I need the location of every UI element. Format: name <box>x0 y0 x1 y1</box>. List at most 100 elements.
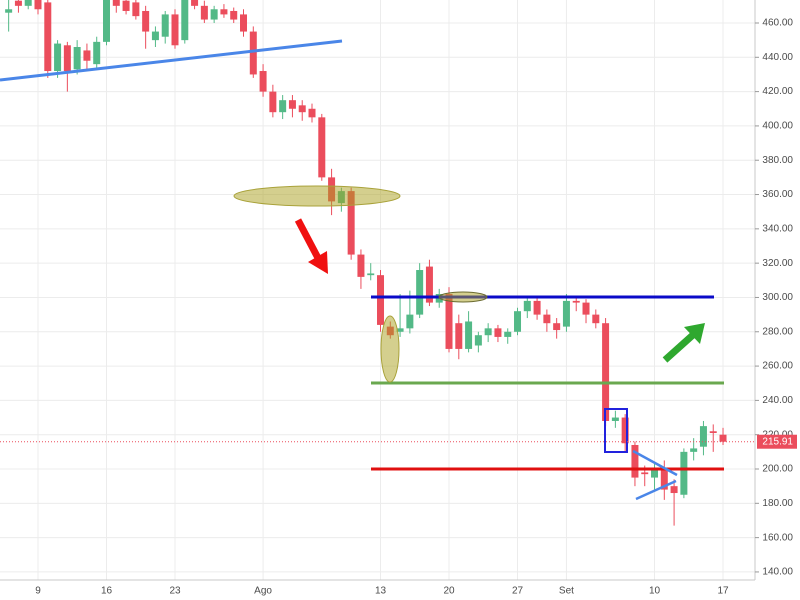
candles <box>5 0 727 526</box>
candle-body <box>357 254 365 277</box>
candle-body <box>465 321 473 349</box>
candle-body <box>611 417 619 421</box>
candle-body <box>181 0 189 41</box>
candle-body <box>533 300 541 315</box>
candle-body <box>103 0 111 42</box>
y-tick-label: 340.00 <box>762 223 793 234</box>
candle-body <box>44 2 52 72</box>
y-tick-label: 260.00 <box>762 361 793 372</box>
last-price-box <box>757 434 797 449</box>
candle-body <box>191 0 199 6</box>
y-tick-label: 200.00 <box>762 464 793 475</box>
candle-body <box>367 273 375 276</box>
candle-body <box>445 294 453 349</box>
candle-body <box>699 426 707 447</box>
highlight-ellipse <box>380 315 400 383</box>
candle-body <box>474 335 482 346</box>
x-tick-label: 13 <box>375 586 387 597</box>
candle-body <box>660 469 668 490</box>
x-tick-label: 10 <box>649 586 661 597</box>
candle-body <box>210 9 218 20</box>
candle-body <box>494 328 502 337</box>
candle-body <box>621 417 629 444</box>
candle-body <box>63 45 71 72</box>
candle-body <box>5 9 13 13</box>
candle-body <box>377 275 385 325</box>
candle-body <box>230 10 238 20</box>
candle-body <box>651 469 659 478</box>
candle-body <box>298 105 306 113</box>
candle-body <box>200 5 208 20</box>
candle-body <box>83 50 91 61</box>
candle-body <box>504 331 512 337</box>
candle-body <box>425 266 433 303</box>
candle-body <box>151 31 159 41</box>
candle-body <box>553 323 561 331</box>
triangle-line <box>635 479 677 501</box>
candle-body <box>142 10 150 32</box>
candle-body <box>93 41 101 65</box>
axis-labels: 140.00160.00180.00200.00220.00240.00260.… <box>35 18 793 597</box>
candle-body <box>220 9 228 15</box>
candle-body <box>670 486 678 494</box>
last-price-label: 215.91 <box>762 436 793 447</box>
y-tick-label: 140.00 <box>762 567 793 578</box>
highlight-ellipse <box>233 185 401 207</box>
y-tick-label: 180.00 <box>762 498 793 509</box>
x-tick-label: 9 <box>35 586 41 597</box>
candle-body <box>24 0 32 6</box>
candle-body <box>602 323 610 421</box>
candle-body <box>249 31 257 75</box>
candle-body <box>690 448 698 452</box>
y-tick-label: 360.00 <box>762 189 793 200</box>
y-tick-label: 420.00 <box>762 86 793 97</box>
candle-body <box>562 300 570 327</box>
y-tick-label: 400.00 <box>762 121 793 132</box>
y-tick-label: 160.00 <box>762 532 793 543</box>
x-tick-label: 17 <box>717 586 729 597</box>
y-tick-label: 240.00 <box>762 395 793 406</box>
candle-body <box>171 14 179 46</box>
x-tick-label: Set <box>559 586 574 597</box>
candle-body <box>259 71 267 92</box>
candle-body <box>484 328 492 336</box>
candle-body <box>34 0 42 10</box>
highlight-box <box>604 408 628 453</box>
candle-body <box>455 323 463 349</box>
arrow-shaft <box>294 218 322 260</box>
candle-body <box>709 431 717 433</box>
candle-body <box>592 314 600 324</box>
candle-body <box>318 117 326 178</box>
y-tick-label: 380.00 <box>762 155 793 166</box>
candle-body <box>543 314 551 324</box>
candle-body <box>719 434 727 442</box>
y-tick-label: 280.00 <box>762 326 793 337</box>
arrow-head <box>308 251 328 274</box>
x-tick-label: 23 <box>169 586 181 597</box>
candle-body <box>132 2 140 17</box>
candle-body <box>161 14 169 37</box>
candle-body <box>641 472 649 475</box>
y-tick-label: 300.00 <box>762 292 793 303</box>
candle-body <box>54 43 62 72</box>
candle-body <box>406 314 414 329</box>
candle-body <box>279 100 287 113</box>
x-tick-label: 27 <box>512 586 524 597</box>
candle-body <box>240 14 248 32</box>
candle-body <box>73 47 81 70</box>
candle-body <box>631 444 639 478</box>
candle-body <box>122 0 130 11</box>
trend-line <box>0 39 343 82</box>
candle-body <box>347 191 355 255</box>
x-tick-label: 20 <box>443 586 455 597</box>
candle-body <box>14 0 22 6</box>
highlight-ellipse <box>438 291 488 303</box>
candle-body <box>269 91 277 113</box>
y-tick-label: 320.00 <box>762 258 793 269</box>
y-tick-label: 440.00 <box>762 52 793 63</box>
arrow-head <box>684 323 705 344</box>
x-tick-label: 16 <box>101 586 113 597</box>
x-tick-label: Ago <box>254 586 272 597</box>
arrow-shaft <box>662 331 697 363</box>
